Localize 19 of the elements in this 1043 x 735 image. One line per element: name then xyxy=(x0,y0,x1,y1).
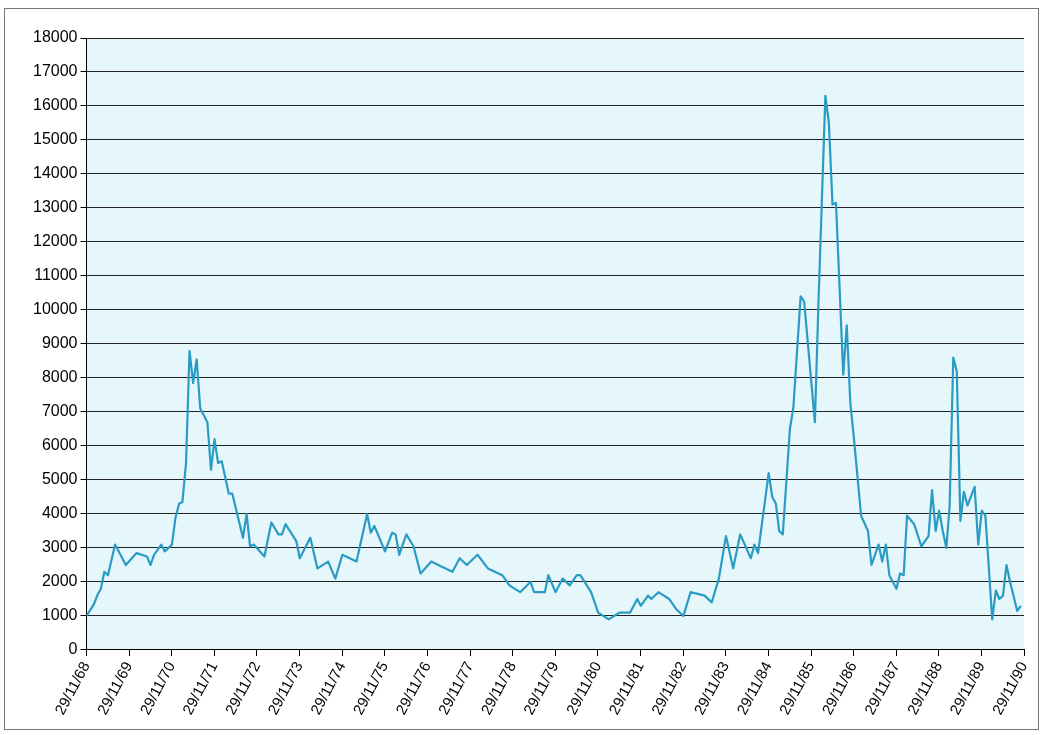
y-tick-label: 4000 xyxy=(41,504,78,522)
y-tick-label: 13000 xyxy=(32,198,78,216)
y-tick-label: 7000 xyxy=(41,402,78,420)
y-tick-label: 12000 xyxy=(32,232,78,250)
y-tick-label: 2000 xyxy=(41,572,78,590)
y-tick-label: 11000 xyxy=(34,266,78,284)
y-tick-label: 8000 xyxy=(41,368,78,386)
y-tick-label: 18000 xyxy=(32,28,78,46)
y-tick-label: 15000 xyxy=(32,130,78,148)
y-tick-label: 3000 xyxy=(41,538,78,556)
y-tick-label: 10000 xyxy=(32,300,78,318)
y-tick-label: 0 xyxy=(68,640,78,658)
y-tick-label: 14000 xyxy=(32,164,78,182)
y-tick-label: 6000 xyxy=(41,436,78,454)
y-tick-label: 9000 xyxy=(41,334,78,352)
y-tick-label: 17000 xyxy=(32,62,78,80)
y-tick-label: 5000 xyxy=(41,470,78,488)
y-tick-label: 16000 xyxy=(32,96,78,114)
y-tick-label: 1000 xyxy=(41,606,78,624)
